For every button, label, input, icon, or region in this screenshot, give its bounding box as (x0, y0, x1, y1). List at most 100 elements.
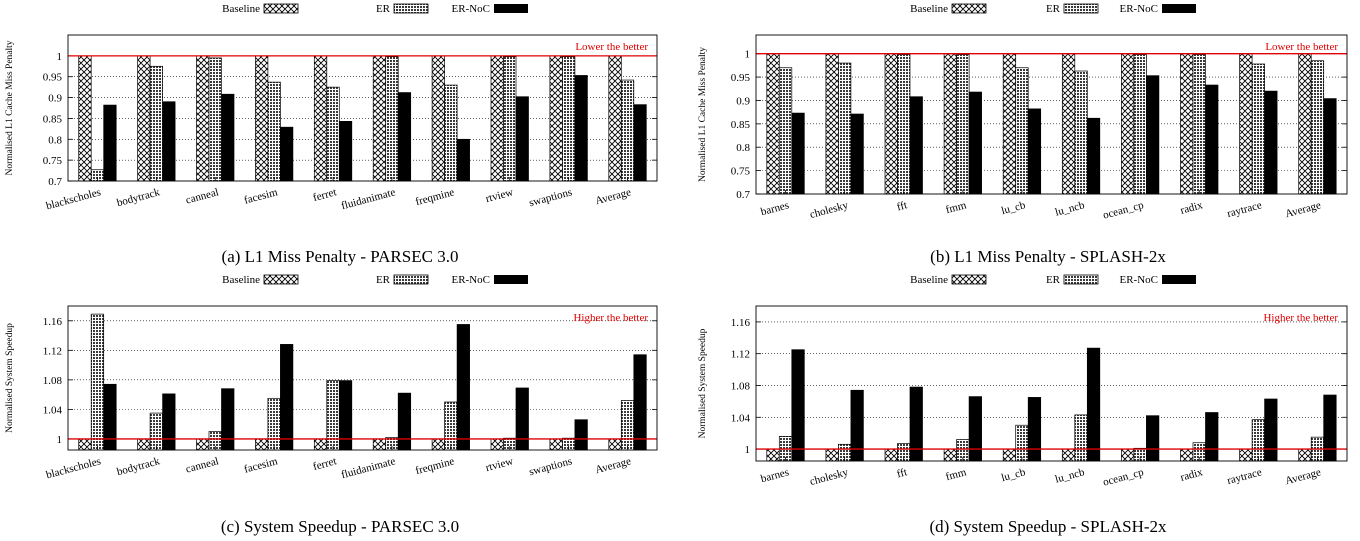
y-tick-label: 0.95 (731, 72, 751, 84)
y-tick-label: 0.8 (48, 134, 62, 146)
y-tick-label: 0.8 (736, 142, 750, 154)
x-tick-label: Average (1284, 199, 1322, 220)
bar-baseline-blackscholes (78, 438, 92, 451)
x-tick-label: blackscholes (45, 186, 102, 212)
bar-er-noc-blackscholes (103, 104, 117, 182)
x-tick-label: fft (896, 466, 909, 480)
bar-er-blackscholes (90, 313, 105, 451)
bar-er-noc-swaptions (574, 75, 588, 182)
bar-baseline-canneal (196, 55, 210, 182)
y-tick-label: 0.85 (731, 119, 751, 131)
bar-er-average (1310, 60, 1325, 195)
bar-er-noc-canneal (221, 388, 235, 451)
bar-er-facesim (267, 81, 281, 182)
bar-er-swaptions (562, 56, 576, 182)
y-tick-label: 1.04 (731, 412, 751, 424)
bar-er-noc-fft (909, 386, 923, 462)
bar-er-noc-freqmine (456, 324, 470, 451)
y-tick-label: 0.7 (736, 189, 750, 201)
bar-er-noc-facesim (280, 344, 294, 451)
legend-label-er: ER (376, 274, 391, 286)
bar-baseline-lu_ncb (1061, 448, 1076, 462)
x-tick-label: ferret (312, 186, 338, 204)
plot-frame (755, 305, 1348, 462)
x-tick-label: fft (896, 199, 909, 213)
y-tick-label: 1 (57, 434, 63, 446)
bar-er-rtview (503, 56, 517, 182)
bar-er-noc-average (633, 354, 647, 451)
bar-er-average (620, 79, 635, 182)
x-tick-label: fmm (944, 466, 968, 483)
x-tick-label: Average (1284, 466, 1322, 487)
bar-baseline-bodytrack (137, 438, 151, 451)
bar-baseline-swaptions (549, 55, 563, 182)
bar-er-noc-ferret (338, 380, 353, 451)
annotation-note: Higher the better (573, 312, 648, 324)
x-tick-label: fluidanimate (340, 455, 397, 481)
legend-label-baseline: Baseline (222, 3, 260, 15)
bar-er-noc-lu_cb (1027, 397, 1042, 462)
legend-swatch-baseline (951, 3, 987, 14)
bar-baseline-rtview (490, 55, 504, 182)
bar-er-noc-canneal (221, 93, 235, 182)
x-tick-label: fluidanimate (340, 186, 397, 212)
bar-baseline-cholesky (825, 448, 839, 462)
figure-caption: (d) System Speedup - SPLASH-2x (929, 517, 1167, 536)
bar-baseline-fmm (943, 448, 957, 462)
bar-er-fft (897, 54, 911, 195)
bar-er-lu_ncb (1074, 414, 1088, 462)
y-tick-label: 0.85 (43, 113, 63, 125)
bar-er-noc-average (633, 104, 647, 182)
bar-er-noc-rtview (515, 96, 529, 182)
bar-er-noc-rtview (515, 387, 529, 451)
bar-baseline-fft (884, 448, 898, 462)
bar-baseline-bodytrack (137, 55, 151, 182)
bar-er-noc-swaptions (574, 419, 588, 451)
bar-baseline-canneal (196, 438, 210, 451)
bar-er-noc-ocean_cp (1146, 415, 1160, 462)
x-tick-label: radix (1179, 466, 1204, 484)
legend-label-er: ER (1046, 274, 1061, 286)
y-tick-label: 0.95 (43, 72, 63, 84)
legend-swatch-baseline (263, 3, 299, 14)
y-tick-label: 0.9 (48, 93, 62, 105)
chart-panel-b: 0.7 0.75 0.8 0.85 0.9 0.95 1 barnes cholesky fft f… (698, 34, 1348, 266)
legend-swatch-er (1063, 274, 1099, 285)
bar-er-noc-bodytrack (162, 393, 176, 451)
bar-er-ferret (326, 86, 340, 182)
y-tick-label: 0.75 (43, 155, 63, 167)
x-tick-label: rtview (484, 455, 514, 474)
x-tick-label: cholesky (809, 199, 850, 221)
bar-baseline-lu_cb (1002, 448, 1017, 462)
bar-baseline-raytrace (1239, 53, 1253, 195)
y-tick-label: 1 (57, 51, 63, 63)
bar-baseline-fft (884, 53, 898, 195)
bar-er-ferret (326, 380, 340, 451)
legend-swatch-er (1063, 3, 1099, 14)
bar-er-barnes (778, 67, 793, 195)
bar-er-canneal (208, 57, 222, 182)
bar-er-average (620, 400, 635, 451)
x-tick-label: ocean_cp (1102, 466, 1146, 488)
bar-baseline-ocean_cp (1121, 448, 1135, 462)
bar-er-noc-fmm (968, 91, 982, 195)
bar-er-noc-fluidanimate (397, 92, 412, 182)
bar-er-radix (1192, 54, 1206, 195)
bar-er-bodytrack (149, 412, 163, 451)
y-tick-label: 1 (745, 49, 751, 61)
annotation-note: Higher the better (1263, 312, 1338, 324)
bar-baseline-raytrace (1239, 448, 1253, 462)
bar-baseline-cholesky (825, 53, 839, 195)
chart-panel-a: 0.7 0.75 0.8 0.85 0.9 0.95 1 blackscholes bodytr… (5, 34, 658, 266)
bar-baseline-barnes (766, 53, 780, 195)
bar-er-noc-average (1323, 394, 1337, 462)
legend-label-er: ER (1046, 3, 1061, 15)
bar-baseline-swaptions (549, 438, 563, 451)
bar-er-bodytrack (149, 65, 163, 182)
x-tick-label: freqmine (414, 186, 456, 208)
legend-swatch-er-noc (1162, 275, 1196, 284)
x-tick-label: raytrace (1226, 466, 1263, 487)
bar-er-raytrace (1251, 419, 1265, 462)
legend-swatch-er-noc (1162, 4, 1196, 13)
y-tick-label: 1 (745, 444, 751, 456)
